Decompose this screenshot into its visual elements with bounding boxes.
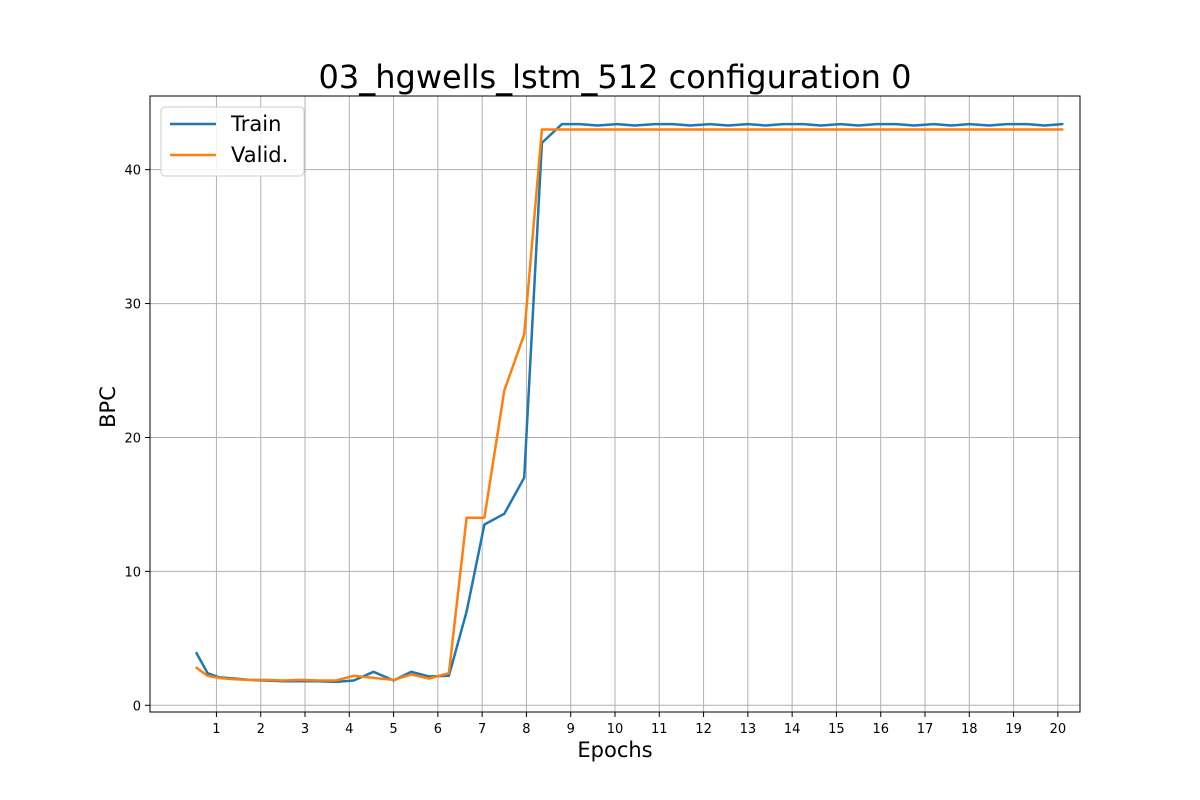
- y-tick-label: 20: [124, 431, 141, 446]
- x-tick-label: 8: [522, 722, 530, 737]
- x-tick-label: 19: [1005, 722, 1022, 737]
- y-tick-label: 30: [124, 298, 141, 313]
- x-tick-label: 20: [1050, 722, 1067, 737]
- legend-label-train: Train: [230, 112, 281, 136]
- y-axis-label: BPC: [96, 386, 120, 428]
- legend: Train Valid.: [160, 106, 305, 177]
- series-layer: [195, 122, 1064, 684]
- x-tick-label: 17: [917, 722, 934, 737]
- y-tick-label: 10: [124, 565, 141, 580]
- series-line-train: [195, 122, 1064, 684]
- y-tick-label: 40: [124, 164, 141, 179]
- x-tick-label: 14: [784, 722, 801, 737]
- x-tick-label: 12: [695, 722, 712, 737]
- grid-lines: [150, 96, 1080, 712]
- x-tick-label: 3: [301, 722, 309, 737]
- x-axis-ticks: 1 2 3 4 5 6 7 8 9 10 11 12 13 14 15 16 17 18 19 20: [212, 712, 1066, 737]
- x-tick-label: 7: [478, 722, 486, 737]
- x-tick-label: 1: [212, 722, 220, 737]
- y-axis-ticks: 0 10 20 30 40: [124, 164, 150, 714]
- x-tick-label: 15: [828, 722, 845, 737]
- x-tick-label: 6: [434, 722, 442, 737]
- x-tick-label: 11: [651, 722, 668, 737]
- chart-title: 03_hgwells_lstm_512 configuration 0: [319, 58, 912, 96]
- x-tick-label: 4: [345, 722, 353, 737]
- x-tick-label: 5: [389, 722, 397, 737]
- x-axis-label: Epochs: [577, 738, 652, 762]
- x-tick-label: 2: [257, 722, 265, 737]
- x-tick-label: 16: [872, 722, 889, 737]
- legend-label-valid: Valid.: [231, 143, 288, 167]
- x-tick-label: 10: [607, 722, 624, 737]
- y-tick-label: 0: [133, 699, 141, 714]
- x-tick-label: 9: [567, 722, 575, 737]
- x-tick-label: 18: [961, 722, 978, 737]
- x-tick-label: 13: [740, 722, 757, 737]
- series-line-valid: [195, 128, 1064, 682]
